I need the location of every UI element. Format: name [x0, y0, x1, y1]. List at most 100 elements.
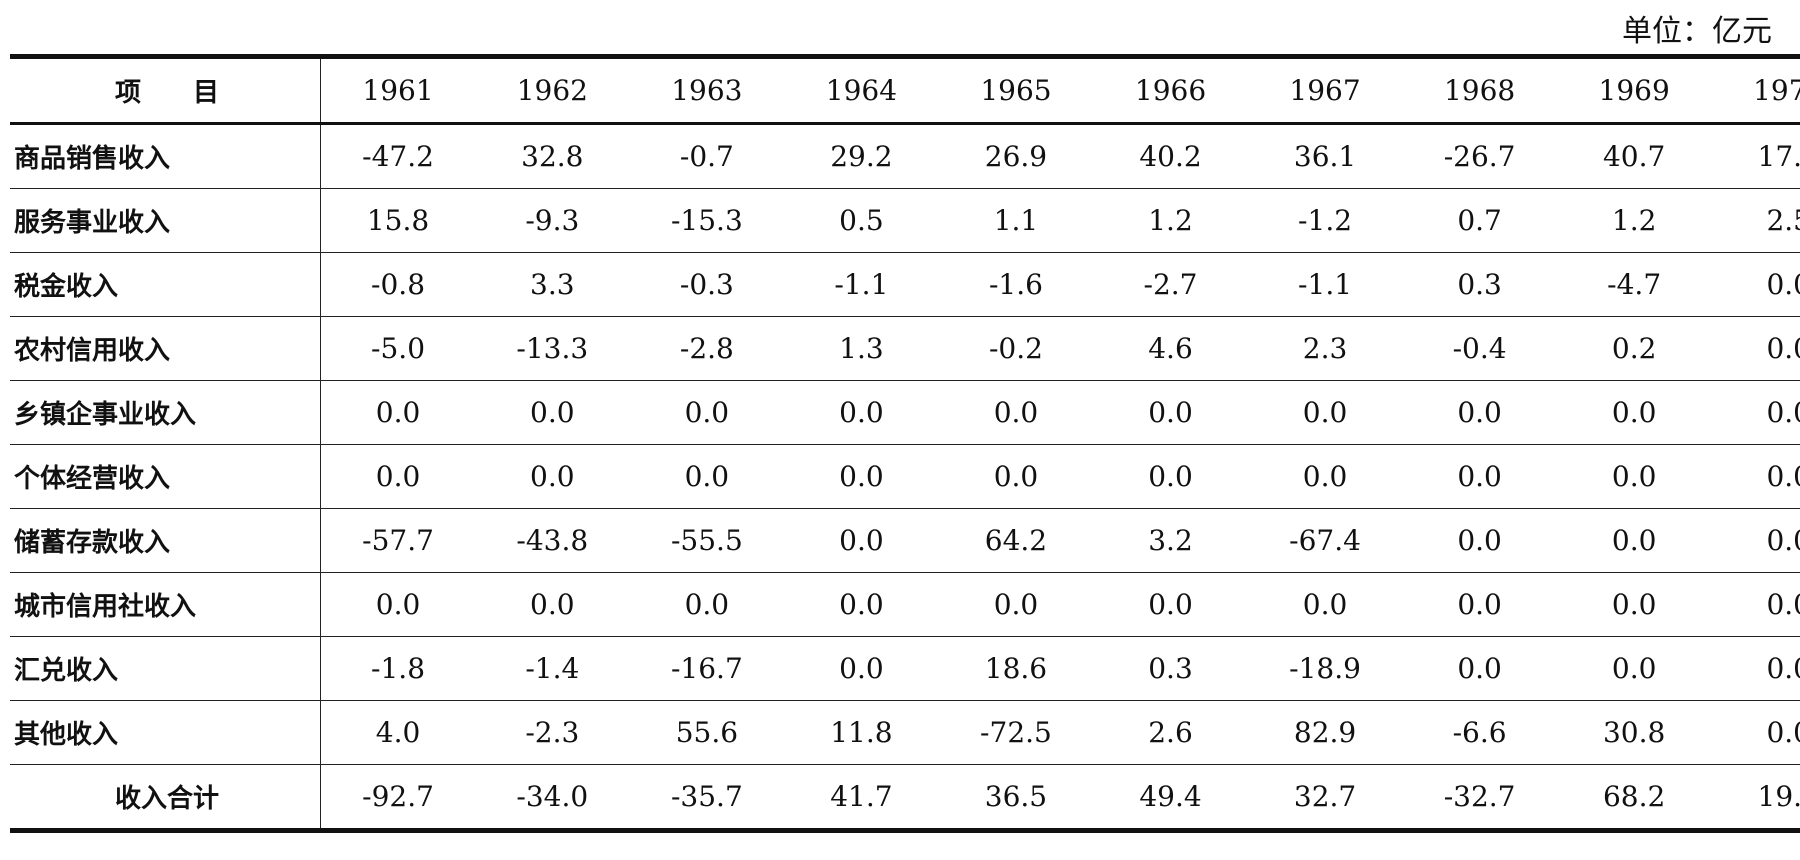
cell-value: -1.6 — [938, 252, 1094, 317]
cell-value: 17.0 — [1711, 123, 1800, 189]
cell-value: 0.0 — [784, 636, 939, 701]
cell-value: 0.0 — [784, 444, 939, 509]
cell-value: 36.1 — [1247, 123, 1403, 189]
cell-value: 1.3 — [784, 316, 939, 381]
cell-value: 0.0 — [629, 444, 785, 509]
cell-value: 0.0 — [475, 572, 630, 637]
cell-value: 2.3 — [1247, 316, 1403, 381]
cell-value: 64.2 — [938, 508, 1094, 573]
row-label: 汇兑收入 — [10, 636, 321, 701]
cell-value: 0.0 — [629, 380, 785, 445]
cell-value: -2.7 — [1093, 252, 1248, 317]
cell-value: 4.6 — [1093, 316, 1248, 381]
cell-value: 30.8 — [1556, 700, 1712, 765]
cell-value: 55.6 — [629, 700, 785, 765]
cell-value: 3.2 — [1093, 508, 1248, 573]
cell-value: -34.0 — [475, 764, 630, 831]
cell-value: -9.3 — [475, 188, 630, 253]
cell-value: 2.5 — [1711, 188, 1800, 253]
cell-value: 0.0 — [784, 572, 939, 637]
cell-value: -43.8 — [475, 508, 630, 573]
cell-value: 1.2 — [1093, 188, 1248, 253]
row-label: 乡镇企事业收入 — [10, 380, 321, 445]
year-header: 1962 — [475, 56, 630, 125]
header-row: 项 目 1961 1962 1963 1964 1965 1966 1967 1968 1969 1… — [10, 56, 1800, 125]
cell-value: 4.0 — [320, 700, 476, 765]
cell-value: 68.2 — [1556, 764, 1712, 831]
cell-value: 1.2 — [1556, 188, 1712, 253]
cell-value: 19.5 — [1711, 764, 1800, 831]
unit-label: 单位：亿元 — [1622, 14, 1772, 49]
cell-value: 0.7 — [1402, 188, 1557, 253]
cell-value: 32.8 — [475, 123, 630, 189]
cell-value: -0.7 — [629, 123, 785, 189]
cell-value: 0.0 — [1247, 572, 1403, 637]
row-label: 收入合计 — [10, 764, 321, 831]
cell-value: 0.0 — [1402, 636, 1557, 701]
cell-value: -0.2 — [938, 316, 1094, 381]
cell-value: -6.6 — [1402, 700, 1557, 765]
year-header: 1965 — [938, 56, 1094, 125]
row-label: 储蓄存款收入 — [10, 508, 321, 573]
cell-value: 32.7 — [1247, 764, 1403, 831]
cell-value: 26.9 — [938, 123, 1094, 189]
cell-value: -4.7 — [1556, 252, 1712, 317]
data-row: 储蓄存款收入 -57.7 -43.8 -55.5 0.0 64.2 3.2 -67.4 0.0 0… — [10, 508, 1800, 573]
table-wrap: 项 目 1961 1962 1963 1964 1965 1966 1967 1968 1969 1… — [10, 54, 1800, 833]
cell-value: 0.0 — [1711, 444, 1800, 509]
data-row: 汇兑收入 -1.8 -1.4 -16.7 0.0 18.6 0.3 -18.9 0.0 0.0 0.… — [10, 636, 1800, 701]
cell-value: -1.8 — [320, 636, 476, 701]
cell-value: 82.9 — [1247, 700, 1403, 765]
year-header: 1963 — [629, 56, 785, 125]
cell-value: 40.2 — [1093, 123, 1248, 189]
cell-value: -0.3 — [629, 252, 785, 317]
row-label: 商品销售收入 — [10, 123, 321, 189]
cell-value: 41.7 — [784, 764, 939, 831]
data-row: 收入合计 -92.7 -34.0 -35.7 41.7 36.5 49.4 32.7 -32.7… — [10, 764, 1800, 831]
cell-value: 0.3 — [1402, 252, 1557, 317]
row-label: 农村信用收入 — [10, 316, 321, 381]
data-row: 农村信用收入 -5.0 -13.3 -2.8 1.3 -0.2 4.6 2.3 -0.4 0.2 0… — [10, 316, 1800, 381]
cell-value: -16.7 — [629, 636, 785, 701]
row-label: 税金收入 — [10, 252, 321, 317]
cell-value: 0.0 — [1556, 444, 1712, 509]
cell-value: 0.0 — [1556, 380, 1712, 445]
cell-value: 29.2 — [784, 123, 939, 189]
year-header: 1964 — [784, 56, 939, 125]
cell-value: 1.1 — [938, 188, 1094, 253]
cell-value: -35.7 — [629, 764, 785, 831]
cell-value: 15.8 — [320, 188, 476, 253]
row-label: 城市信用社收入 — [10, 572, 321, 637]
cell-value: 49.4 — [1093, 764, 1248, 831]
cell-value: 0.0 — [1247, 444, 1403, 509]
cell-value: 0.0 — [1711, 252, 1800, 317]
cell-value: 0.0 — [1556, 636, 1712, 701]
cell-value: -0.4 — [1402, 316, 1557, 381]
cell-value: -18.9 — [1247, 636, 1403, 701]
cell-value: -5.0 — [320, 316, 476, 381]
cell-value: -92.7 — [320, 764, 476, 831]
cell-value: -1.1 — [784, 252, 939, 317]
cell-value: 0.0 — [475, 444, 630, 509]
cell-value: 0.0 — [1402, 380, 1557, 445]
cell-value: -55.5 — [629, 508, 785, 573]
cell-value: 0.0 — [320, 572, 476, 637]
cell-value: 0.0 — [1556, 508, 1712, 573]
cell-value: -67.4 — [1247, 508, 1403, 573]
cell-value: 0.0 — [938, 572, 1094, 637]
cell-value: 0.0 — [1247, 380, 1403, 445]
row-label: 其他收入 — [10, 700, 321, 765]
cell-value: -13.3 — [475, 316, 630, 381]
cell-value: -72.5 — [938, 700, 1094, 765]
cell-value: 0.0 — [320, 380, 476, 445]
year-header: 1970 — [1711, 56, 1800, 125]
row-label: 个体经营收入 — [10, 444, 321, 509]
cell-value: -57.7 — [320, 508, 476, 573]
data-table: 项 目 1961 1962 1963 1964 1965 1966 1967 1968 1969 1… — [10, 54, 1800, 833]
cell-value: 40.7 — [1556, 123, 1712, 189]
cell-value: -32.7 — [1402, 764, 1557, 831]
cell-value: 0.0 — [1711, 636, 1800, 701]
cell-value: -47.2 — [320, 123, 476, 189]
